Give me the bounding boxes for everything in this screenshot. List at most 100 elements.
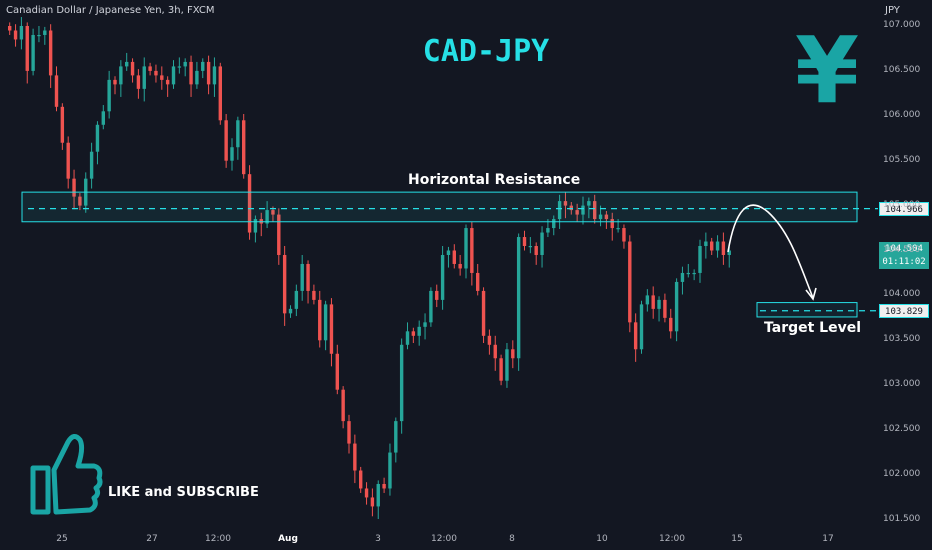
candle-down — [306, 263, 310, 291]
candle-down — [60, 106, 65, 143]
candle-up — [704, 241, 708, 247]
countdown-tag: 01:11:02 — [879, 255, 929, 269]
candle-up — [195, 70, 199, 85]
candle-up — [388, 452, 392, 489]
candle-down — [452, 250, 456, 264]
projection-arrowhead — [805, 287, 817, 301]
candle-up — [581, 205, 585, 215]
candle-down — [610, 219, 614, 229]
projection-arrow-path — [727, 204, 814, 299]
candle-up — [727, 250, 731, 255]
x-tick-label: 3 — [375, 534, 381, 544]
x-tick-label: 12:00 — [431, 534, 457, 544]
candle-up — [405, 331, 410, 345]
candle-up — [95, 124, 100, 152]
candle-down — [458, 263, 462, 269]
candle-down — [329, 304, 334, 354]
target-label: Target Level — [764, 320, 862, 336]
candle-up — [300, 263, 304, 291]
candle-down — [312, 290, 316, 300]
candle-down — [628, 241, 632, 323]
candle-down — [224, 120, 228, 161]
candle-up — [440, 254, 445, 300]
candle-down — [721, 241, 726, 255]
x-tick-label: 10 — [596, 534, 608, 544]
candle-up — [171, 66, 176, 85]
y-tick-label: 104.500 — [883, 244, 921, 255]
candle-up — [686, 272, 690, 275]
candle-up — [657, 299, 661, 309]
y-tick-label: 106.000 — [883, 109, 921, 120]
candle-down — [341, 389, 345, 422]
candle-down — [522, 237, 527, 247]
candle-down — [663, 299, 667, 318]
candle-up — [674, 281, 679, 332]
candle-down — [154, 70, 158, 76]
thumbs-up-icon — [30, 434, 103, 515]
candle-down — [364, 488, 369, 498]
candle-up — [692, 272, 696, 275]
candle-up — [201, 61, 205, 71]
target-zone — [756, 302, 858, 318]
candle-down — [493, 344, 497, 359]
candle-up — [323, 304, 328, 341]
candle-down — [218, 66, 222, 121]
candle-up — [236, 120, 240, 148]
candle-up — [516, 237, 521, 359]
x-tick-label: 8 — [509, 534, 515, 544]
candle-up — [37, 34, 41, 37]
candle-up — [230, 147, 234, 161]
x-tick-label: 17 — [822, 534, 834, 544]
candle-up — [376, 483, 380, 507]
candle-down — [411, 331, 416, 336]
x-tick-label: 27 — [146, 534, 158, 544]
candle-down — [563, 201, 568, 206]
resistance-label: Horizontal Resistance — [408, 172, 581, 188]
candle-down — [470, 228, 474, 273]
candle-up — [464, 228, 468, 269]
candle-up — [101, 111, 105, 125]
candle-up — [394, 421, 398, 453]
candle-up — [294, 290, 299, 309]
candle-up — [528, 246, 533, 248]
chart-header-title: Canadian Dollar / Japanese Yen, 3h, FXCM — [6, 5, 215, 16]
yen-logo-icon: ¥ — [795, 17, 860, 124]
candle-up — [587, 201, 591, 206]
candle-down — [130, 61, 135, 76]
candle-up — [107, 79, 111, 112]
candle-down — [353, 443, 357, 471]
candle-down — [569, 205, 573, 211]
candle-up — [399, 344, 404, 422]
resistance-price-tag: 104.966 — [879, 202, 929, 216]
candle-down — [575, 210, 579, 215]
candle-down — [165, 79, 170, 85]
candle-down — [710, 241, 714, 251]
candle-up — [212, 66, 217, 85]
candle-down — [242, 120, 246, 175]
candles-layer — [8, 17, 731, 520]
resistance-zone — [21, 191, 858, 223]
candle-up — [423, 322, 427, 327]
candle-up — [265, 210, 269, 224]
x-tick-label: Aug — [278, 534, 298, 544]
candle-down — [487, 335, 492, 345]
x-tick-label: 25 — [56, 534, 68, 544]
candle-up — [31, 34, 35, 71]
candle-down — [277, 214, 281, 255]
currency-label: JPY — [885, 5, 900, 16]
target-price-tag: 103.829 — [879, 304, 929, 318]
candle-down — [54, 75, 59, 107]
candle-down — [8, 26, 12, 31]
candle-up — [698, 246, 702, 273]
candle-up — [429, 290, 433, 323]
candle-down — [382, 483, 386, 489]
y-tick-label: 102.500 — [883, 424, 921, 435]
y-tick-label: 103.500 — [883, 334, 921, 345]
candle-down — [66, 142, 70, 179]
candle-down — [25, 26, 29, 71]
candle-up — [119, 66, 123, 85]
candle-down — [271, 210, 275, 215]
candle-down — [347, 421, 351, 444]
candle-down — [370, 497, 375, 507]
candle-up — [557, 201, 562, 220]
